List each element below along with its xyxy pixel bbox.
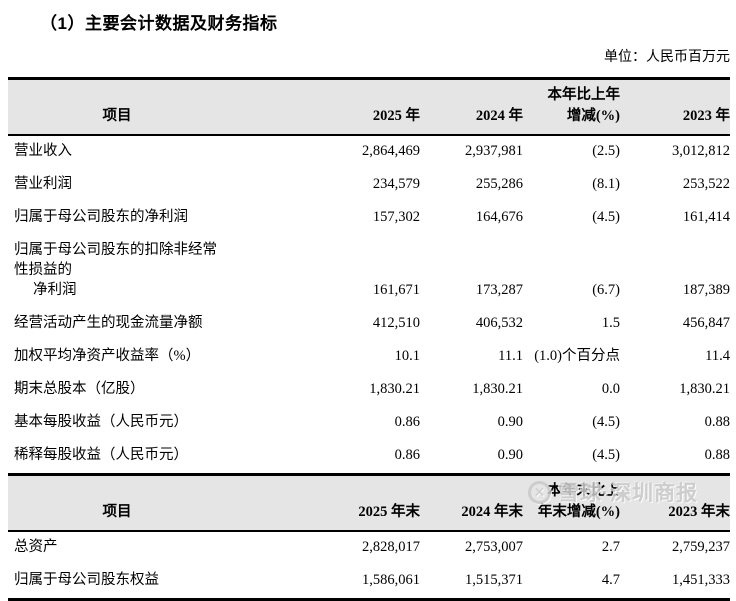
main-indicators-section: 项目 2025 年 2024 年 本年比上年 增减(%) 2023 年 营业收入… (8, 77, 730, 601)
value-change: (8.1) (592, 176, 620, 192)
row-label: 总资产 (14, 539, 58, 555)
page-title: （1）主要会计数据及财务指标 (40, 14, 278, 33)
table-row: 营业收入 2,864,469 2,937,981 (2.5) 3,012,812 (8, 135, 730, 169)
header-change: 本年末比上 年末增减(%) (523, 476, 621, 532)
row-label-line1: 归属于母公司股东的扣除非经常性损益的 (14, 242, 217, 278)
row-label: 归属于母公司股东的净利润 (14, 209, 188, 225)
table-row: 加权平均净资产收益率（%） 10.1 11.1 (1.0)个百分点 11.4 (8, 341, 730, 374)
value-2025: 161,671 (372, 282, 420, 298)
table-row: 总资产 2,828,017 2,753,007 2.7 2,759,237 (8, 531, 730, 565)
table-row: 归属于母公司股东的净利润 157,302 164,676 (4.5) 161,4… (8, 202, 730, 235)
value-2023: 0.88 (704, 414, 730, 430)
table-row: 期末总股本（亿股） 1,830.21 1,830.21 0.0 1,830.21 (8, 374, 730, 407)
value-2024: 406,532 (475, 315, 523, 331)
value-2023: 456,847 (682, 315, 730, 331)
value-2024: 0.90 (497, 414, 523, 430)
row-label: 经营活动产生的现金流量净额 (14, 315, 203, 331)
table-row: 稀释每股收益（人民币元） 0.86 0.90 (4.5) 0.88 (8, 440, 730, 475)
value-change: (4.5) (592, 447, 620, 463)
row-label: 营业收入 (14, 143, 72, 159)
value-2024: 255,286 (475, 176, 523, 192)
row-label-line2: 净利润 (33, 282, 77, 298)
table-row: 归属于母公司股东权益 1,586,061 1,515,371 4.7 1,451… (8, 565, 730, 600)
header-2024: 2024 年 (420, 78, 523, 136)
value-2023: 2,759,237 (672, 539, 730, 555)
value-2025: 1,830.21 (369, 381, 420, 397)
header-item: 项目 (8, 476, 226, 532)
header-change-line2: 增减(%) (566, 108, 620, 124)
value-change: (4.5) (592, 209, 620, 225)
table-row: 经营活动产生的现金流量净额 412,510 406,532 1.5 456,84… (8, 308, 730, 341)
period-end-table: 项目 2025 年末 2024 年末 本年末比上 年末增减(%) 2023 年末… (8, 476, 730, 601)
row-label: 基本每股收益（人民币元） (14, 414, 188, 430)
value-2023: 1,830.21 (679, 381, 730, 397)
value-change: 1.5 (601, 315, 620, 331)
value-2024: 1,515,371 (465, 572, 523, 588)
value-2024: 173,287 (475, 282, 523, 298)
table-row: 基本每股收益（人民币元） 0.86 0.90 (4.5) 0.88 (8, 407, 730, 440)
row-label: 营业利润 (14, 176, 72, 192)
value-2025: 2,864,469 (362, 143, 420, 159)
value-2025: 234,579 (372, 176, 420, 192)
row-label: 期末总股本（亿股） (14, 381, 145, 397)
main-indicators-table: 项目 2025 年 2024 年 本年比上年 增减(%) 2023 年 营业收入… (8, 77, 730, 476)
value-2024: 2,753,007 (465, 539, 523, 555)
value-change: 4.7 (601, 572, 620, 588)
value-2024: 0.90 (497, 447, 523, 463)
value-change: 2.7 (601, 539, 620, 555)
value-2025: 0.86 (394, 447, 420, 463)
value-change: (4.5) (592, 414, 620, 430)
value-2025: 10.1 (394, 348, 420, 364)
header-change-line1: 本年末比上 (547, 483, 621, 499)
value-2023: 1,451,333 (672, 572, 730, 588)
row-label: 稀释每股收益（人民币元） (14, 447, 188, 463)
value-2023: 161,414 (682, 209, 730, 225)
header-change: 本年比上年 增减(%) (523, 78, 621, 136)
table-header-row: 项目 2025 年末 2024 年末 本年末比上 年末增减(%) 2023 年末 (8, 476, 730, 532)
value-2025: 1,586,061 (362, 572, 420, 588)
value-2023: 3,012,812 (672, 143, 730, 159)
value-2025: 2,828,017 (362, 539, 420, 555)
row-label: 加权平均净资产收益率（%） (14, 348, 201, 364)
header-2024-end: 2024 年末 (420, 476, 523, 532)
value-2025: 157,302 (372, 209, 420, 225)
value-2025: 412,510 (372, 315, 420, 331)
value-change: 0.0 (601, 381, 620, 397)
value-2025: 0.86 (394, 414, 420, 430)
table-row: 归属于母公司股东的扣除非经常性损益的 净利润 161,671 173,287 (… (8, 235, 730, 308)
table-row: 营业利润 234,579 255,286 (8.1) 253,522 (8, 169, 730, 202)
value-2024: 1,830.21 (472, 381, 523, 397)
header-2023-end: 2023 年末 (620, 476, 730, 532)
unit-label: 单位：人民币百万元 (604, 50, 730, 65)
header-change-line1: 本年比上年 (547, 87, 621, 103)
value-2023: 253,522 (682, 176, 730, 192)
value-2023: 187,389 (682, 282, 730, 298)
value-2024: 164,676 (475, 209, 523, 225)
value-2023: 0.88 (704, 447, 730, 463)
value-change: (6.7) (592, 282, 620, 298)
header-item: 项目 (8, 78, 226, 136)
value-2023: 11.4 (705, 348, 730, 364)
row-label: 归属于母公司股东的扣除非经常性损益的 净利润 (8, 235, 226, 308)
header-2025: 2025 年 (226, 78, 420, 136)
value-2024: 2,937,981 (465, 143, 523, 159)
row-label: 归属于母公司股东权益 (14, 572, 159, 588)
table-header-row: 项目 2025 年 2024 年 本年比上年 增减(%) 2023 年 (8, 78, 730, 136)
header-2025-end: 2025 年末 (226, 476, 420, 532)
value-2024: 11.1 (498, 348, 523, 364)
header-change-line2: 年末增减(%) (537, 504, 620, 520)
value-change: (2.5) (592, 143, 620, 159)
value-change: (1.0)个百分点 (534, 348, 620, 364)
header-2023: 2023 年 (620, 78, 730, 136)
